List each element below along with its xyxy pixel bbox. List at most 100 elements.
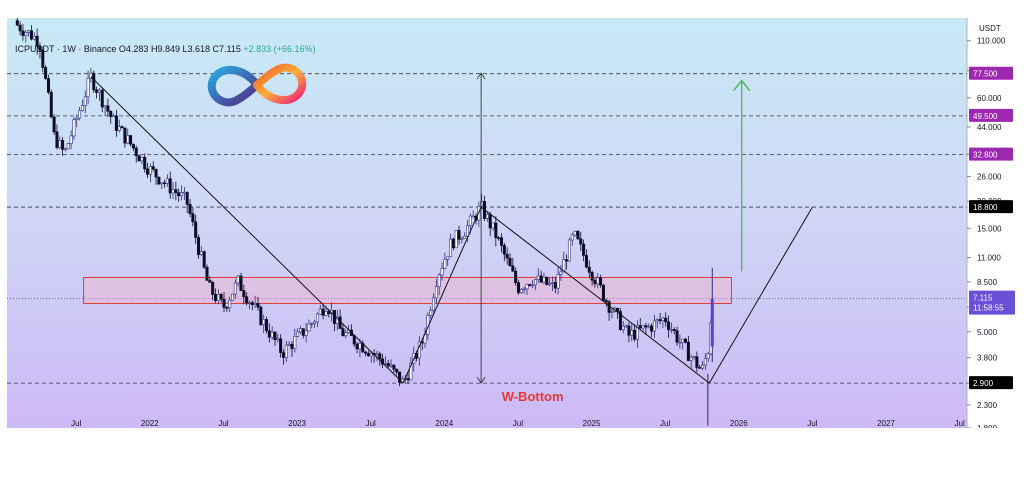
price-tag-label: 2.900 <box>973 379 994 388</box>
tradingview-chart[interactable]: ICPUSDT · 1W · Binance O4.283 H9.849 L3.… <box>7 18 1017 428</box>
candle-body <box>618 311 622 330</box>
candle-body <box>222 298 226 308</box>
y-tick-label: 44.000 <box>977 123 1002 132</box>
candle-body <box>69 135 73 144</box>
candle-body <box>46 78 50 93</box>
candle-body <box>114 115 118 131</box>
candle-body <box>633 330 637 340</box>
price-tag-label: 32.800 <box>973 151 998 160</box>
candle-body <box>148 166 152 175</box>
candle-body <box>650 325 654 332</box>
candle-body <box>548 283 552 285</box>
candle-body <box>658 319 662 321</box>
candle-body <box>72 119 76 137</box>
exchange: Binance <box>83 44 117 54</box>
candle-body <box>675 330 679 343</box>
candle-body <box>627 325 631 336</box>
candle-body <box>689 356 693 361</box>
candle-body <box>18 24 22 32</box>
candle-body <box>78 110 82 119</box>
candle-body <box>437 274 441 288</box>
candle-body <box>661 317 665 321</box>
candle-body <box>669 329 673 331</box>
candle-body <box>440 268 444 276</box>
candle-body <box>406 378 410 381</box>
candle-body <box>202 251 206 268</box>
x-tick-label: Jul <box>807 419 817 428</box>
candle-body <box>228 299 232 309</box>
price-axis-panel <box>967 18 1017 428</box>
currency-label: USDT <box>979 24 1001 33</box>
candle-body <box>273 331 277 340</box>
candle-body <box>457 230 461 240</box>
candle-body <box>488 214 492 229</box>
candle-body <box>236 275 240 284</box>
candle-body <box>684 338 688 343</box>
candle-body <box>344 332 348 337</box>
candle-body <box>533 279 537 286</box>
candle-body <box>80 105 84 111</box>
y-tick-label: 15.000 <box>977 224 1002 233</box>
price-tag <box>969 66 1013 80</box>
candle-body <box>182 191 186 194</box>
current-price-label: 7.115 <box>973 294 993 303</box>
candle-body <box>635 325 639 340</box>
price-tag-label: 77.500 <box>973 70 998 79</box>
candle-body <box>211 282 215 295</box>
candle-body <box>686 342 690 361</box>
candle-body <box>383 363 387 365</box>
chart-svg[interactable]: 1.8002.3002.9003.8005.0006.5008.50011.00… <box>7 18 1017 428</box>
candle-body <box>66 143 70 150</box>
candle-body <box>92 72 96 91</box>
candle-body <box>171 189 175 194</box>
candle-body <box>505 253 509 259</box>
candle-body <box>542 276 546 283</box>
candle-body <box>32 35 36 40</box>
candle-body <box>321 308 325 316</box>
candle-body <box>491 222 495 229</box>
y-tick-label: 5.000 <box>977 328 998 337</box>
candle-body <box>710 298 714 347</box>
candle-body <box>499 237 503 246</box>
candle-body <box>194 221 198 238</box>
candle-body <box>95 89 99 93</box>
candle-body <box>188 204 192 214</box>
candle-body <box>55 131 59 148</box>
candle-body <box>432 297 436 311</box>
candle-body <box>270 331 274 338</box>
candle-body <box>225 307 229 309</box>
candle-body <box>358 343 362 350</box>
candle-body <box>429 310 433 316</box>
candle-body <box>267 330 271 338</box>
candle-body <box>604 300 608 302</box>
candle-body <box>27 30 31 33</box>
candle-body <box>536 275 540 280</box>
candle-body <box>106 105 110 112</box>
candle-body <box>375 353 379 356</box>
candle-body <box>197 237 201 256</box>
candle-body <box>449 238 453 258</box>
candle-body <box>219 294 223 300</box>
measure-arrow-head-bottom <box>476 376 486 384</box>
candle-body <box>168 178 172 194</box>
x-tick-label: Jul <box>71 419 81 428</box>
candle-body <box>100 89 104 108</box>
candle-body <box>281 352 285 358</box>
candle-body <box>446 256 450 260</box>
y-tick-label: 8.500 <box>977 278 998 287</box>
candle-body <box>216 294 220 301</box>
candle-body <box>163 182 167 185</box>
x-tick-label: 2025 <box>583 419 601 428</box>
candle-body <box>621 325 625 330</box>
candle-body <box>29 30 33 40</box>
candle-body <box>522 288 526 291</box>
candle-body <box>296 331 300 337</box>
candle-body <box>570 234 574 241</box>
candle-body <box>52 116 56 133</box>
candle-body <box>409 362 413 381</box>
candle-body <box>511 265 515 272</box>
candle-body <box>386 363 390 367</box>
candle-body <box>672 329 676 331</box>
candle-body <box>460 238 464 240</box>
candle-body <box>531 284 535 287</box>
